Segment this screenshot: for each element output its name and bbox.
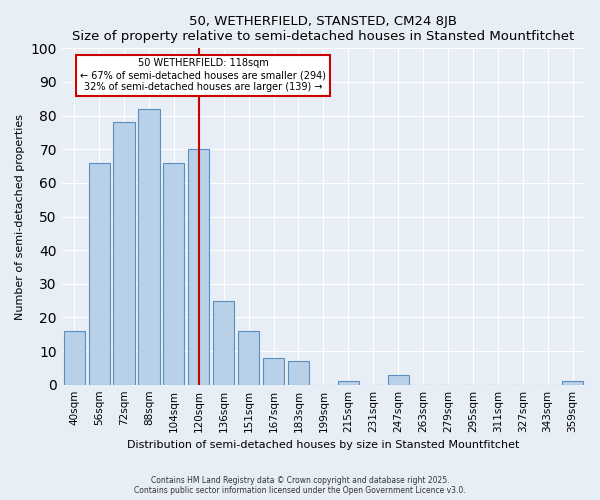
Bar xyxy=(338,382,359,384)
Bar xyxy=(64,331,85,384)
Bar xyxy=(139,109,160,384)
Text: Contains HM Land Registry data © Crown copyright and database right 2025.
Contai: Contains HM Land Registry data © Crown c… xyxy=(134,476,466,495)
X-axis label: Distribution of semi-detached houses by size in Stansted Mountfitchet: Distribution of semi-detached houses by … xyxy=(127,440,520,450)
Bar xyxy=(288,361,309,384)
Title: 50, WETHERFIELD, STANSTED, CM24 8JB
Size of property relative to semi-detached h: 50, WETHERFIELD, STANSTED, CM24 8JB Size… xyxy=(72,15,575,43)
Y-axis label: Number of semi-detached properties: Number of semi-detached properties xyxy=(15,114,25,320)
Bar xyxy=(188,149,209,384)
Bar xyxy=(113,122,134,384)
Bar xyxy=(263,358,284,384)
Bar xyxy=(238,331,259,384)
Bar xyxy=(562,382,583,384)
Bar xyxy=(213,300,235,384)
Text: 50 WETHERFIELD: 118sqm
← 67% of semi-detached houses are smaller (294)
32% of se: 50 WETHERFIELD: 118sqm ← 67% of semi-det… xyxy=(80,58,326,92)
Bar xyxy=(163,162,184,384)
Bar xyxy=(388,374,409,384)
Bar xyxy=(89,162,110,384)
